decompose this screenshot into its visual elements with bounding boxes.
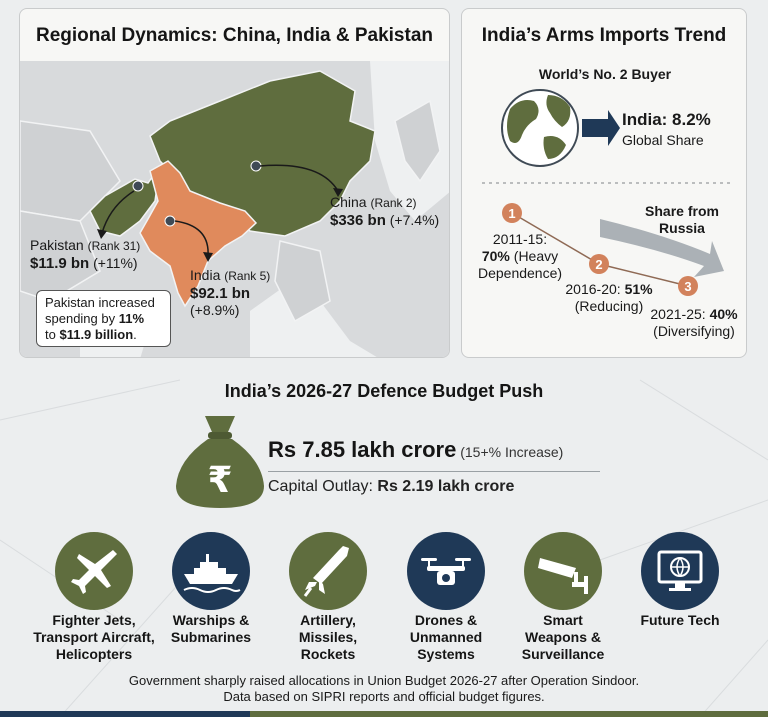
pakistan-label: Pakistan (Rank 31) $11.9 bn (+11%) — [30, 237, 141, 272]
step-1-label: 2011-15: 70% (Heavy Dependence) — [477, 231, 563, 281]
future-tech-icon — [641, 532, 719, 610]
bottom-bar-navy — [0, 711, 250, 717]
regional-dynamics-title: Regional Dynamics: China, India & Pakist… — [36, 25, 433, 46]
neighbor-country — [20, 210, 101, 302]
step-2-marker: 2 — [589, 254, 609, 274]
neighbor-country — [274, 240, 331, 323]
missile-icon — [289, 532, 367, 610]
svg-text:2: 2 — [595, 257, 602, 272]
category-label-future-tech: Future Tech — [640, 612, 720, 628]
russia-share-label: Share from Russia — [645, 203, 719, 236]
category-label-warships: Warships & Submarines — [170, 612, 252, 645]
russia-share-arrow — [600, 219, 724, 277]
category-label-aircraft: Fighter Jets, Transport Aircraft, Helicopt… — [33, 612, 155, 662]
step-3-label: 2021-25: 40% (Diversifying) — [650, 306, 738, 339]
drone-icon — [407, 532, 485, 610]
budget-total: Rs 7.85 lakh crore (15+% Increase) — [268, 437, 564, 462]
svg-text:1: 1 — [508, 206, 515, 221]
bottom-bar-olive — [250, 711, 768, 717]
share-arrow — [582, 110, 620, 146]
money-bag-icon: ₹ — [176, 416, 264, 508]
pakistan-arrowhead — [97, 229, 107, 239]
globe-icon — [501, 89, 579, 167]
buyer-label: World’s No. 2 Buyer — [538, 66, 672, 82]
capital-outlay: Capital Outlay: Rs 2.19 lakh crore — [268, 478, 515, 495]
pakistan-spending-note: Pakistan increased spending by 11% to $1… — [36, 290, 171, 347]
arms-imports-title: India’s Arms Imports Trend — [481, 25, 727, 46]
surveillance-camera-icon — [524, 532, 602, 610]
fighter-jet-icon — [55, 532, 133, 610]
share-label: Global Share — [622, 132, 704, 148]
india-label: India (Rank 5) $92.1 bn (+8.9%) — [190, 267, 271, 318]
pakistan-arrow — [101, 190, 135, 234]
china-marker — [250, 160, 262, 172]
arms-imports-panel: 1 2 3 India’s Arms Imports Trend World’s… — [461, 8, 747, 358]
svg-text:3: 3 — [684, 279, 691, 294]
india-arrow — [174, 220, 209, 257]
india-share-value: India: 8.2% — [622, 110, 711, 129]
imports-graphic: 1 2 3 — [482, 89, 732, 296]
regional-dynamics-panel: Regional Dynamics: China, India & Pakist… — [19, 8, 450, 358]
china-arrowhead — [333, 188, 343, 197]
india-arrowhead — [203, 252, 213, 262]
step-1-marker: 1 — [502, 203, 522, 223]
footer-note: Government sharply raised allocations in… — [128, 673, 640, 704]
svg-text:₹: ₹ — [207, 460, 232, 501]
category-label-drones: Drones & Unmanned Systems — [409, 612, 483, 662]
step-3-marker: 3 — [678, 276, 698, 296]
category-label-missiles: Artillery, Missiles, Rockets — [298, 612, 358, 662]
japan-landmass — [394, 99, 441, 183]
budget-divider — [268, 471, 600, 472]
china-arrow — [259, 164, 339, 192]
sea-area — [250, 286, 377, 357]
warship-icon — [172, 532, 250, 610]
india-marker — [164, 215, 176, 227]
budget-title: India’s 2026-27 Defence Budget Push — [224, 381, 544, 401]
pakistan-marker — [132, 180, 144, 192]
china-label: China (Rank 2) $336 bn (+7.4%) — [330, 194, 440, 229]
step-2-label: 2016-20: 51% (Reducing) — [565, 281, 653, 314]
category-label-surveillance: Smart Weapons & Surveillance — [521, 612, 605, 662]
